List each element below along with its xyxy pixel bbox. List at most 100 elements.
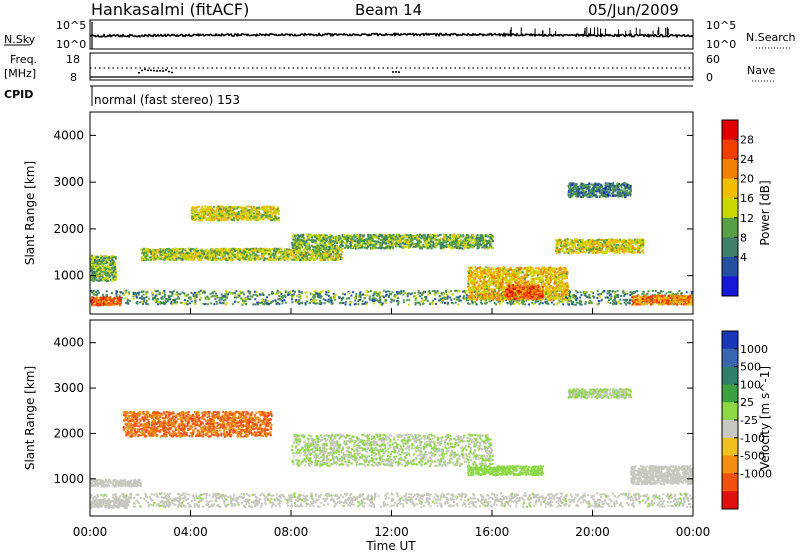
scatter-cell	[115, 257, 117, 259]
scatter-cell	[186, 252, 188, 254]
scatter-cell	[247, 296, 249, 298]
scatter-cell	[120, 300, 122, 302]
scatter-cell	[223, 302, 225, 304]
scatter-cell	[445, 244, 447, 246]
scatter-cell	[142, 252, 144, 254]
scatter-cell	[284, 251, 286, 253]
scatter-cell	[195, 211, 197, 213]
scatter-cell	[243, 216, 245, 218]
scatter-cell	[265, 215, 267, 217]
scatter-cell	[434, 294, 436, 296]
scatter-cell	[102, 278, 104, 280]
scatter-cell	[442, 300, 444, 302]
scatter-cell	[454, 246, 456, 248]
scatter-cell	[125, 302, 127, 304]
scatter-cell	[240, 215, 242, 217]
scatter-cell	[417, 245, 419, 247]
scatter-cell	[174, 301, 176, 303]
scatter-cell	[586, 296, 588, 298]
scatter-cell	[199, 209, 201, 211]
scatter-cell	[170, 302, 172, 304]
scatter-cell	[222, 206, 224, 208]
scatter-cell	[321, 247, 323, 249]
scatter-cell	[180, 302, 182, 304]
scatter-cell	[408, 299, 410, 301]
scatter-cell	[237, 207, 239, 209]
scatter-cell	[332, 246, 334, 248]
scatter-cell	[152, 258, 154, 260]
scatter-cell	[234, 297, 236, 299]
scatter-cell	[445, 290, 447, 292]
scatter-cell	[133, 298, 135, 300]
scatter-cell	[325, 252, 327, 254]
scatter-cell	[195, 215, 197, 217]
scatter-cell	[96, 299, 98, 301]
scatter-cell	[164, 296, 166, 298]
scatter-cell	[516, 301, 518, 303]
scatter-cell	[194, 259, 196, 261]
scatter-cell	[344, 247, 346, 249]
scatter-cell	[139, 301, 141, 303]
scatter-cell	[234, 256, 236, 258]
scatter-cell	[113, 298, 115, 300]
scatter-cell	[468, 241, 470, 243]
scatter-cell	[452, 247, 454, 249]
scatter-cell	[237, 219, 239, 221]
scatter-cell	[181, 259, 183, 261]
scatter-cell	[300, 259, 302, 261]
scatter-cell	[182, 248, 184, 250]
scatter-cell	[286, 248, 288, 250]
scatter-cell	[224, 249, 226, 251]
scatter-cell	[136, 296, 138, 298]
scatter-cell	[239, 290, 241, 292]
scatter-cell	[276, 218, 278, 220]
scatter-cell	[678, 290, 680, 292]
scatter-cell	[162, 292, 164, 294]
scatter-cell	[332, 251, 334, 253]
scatter-cell	[204, 215, 206, 217]
scatter-cell	[324, 259, 326, 261]
scatter-cell	[421, 300, 423, 302]
scatter-cell	[234, 294, 236, 296]
scatter-cell	[269, 259, 271, 261]
scatter-cell	[146, 291, 148, 293]
scatter-cell	[268, 250, 270, 252]
scatter-cell	[238, 216, 240, 218]
scatter-cell	[579, 301, 581, 303]
scatter-cell	[274, 253, 276, 255]
scatter-cell	[349, 304, 351, 306]
scatter-cell	[255, 210, 257, 212]
scatter-cell	[454, 298, 456, 300]
scatter-cell	[210, 302, 212, 304]
scatter-cell	[257, 257, 259, 259]
scatter-cell	[171, 293, 173, 295]
scatter-cell	[296, 255, 298, 257]
scatter-cell	[257, 302, 259, 304]
scatter-cell	[403, 301, 405, 303]
scatter-cell	[271, 254, 273, 256]
scatter-cell	[197, 206, 199, 208]
scatter-cell	[471, 301, 473, 303]
scatter-cell	[338, 297, 340, 299]
scatter-cell	[183, 292, 185, 294]
scatter-cell	[236, 258, 238, 260]
scatter-cell	[105, 294, 107, 296]
scatter-cell	[275, 255, 277, 257]
scatter-cell	[253, 258, 255, 260]
scatter-cell	[354, 299, 356, 301]
scatter-cell	[107, 297, 109, 299]
scatter-cell	[626, 299, 628, 301]
scatter-cell	[316, 242, 318, 244]
scatter-cell	[125, 290, 127, 292]
scatter-cell	[565, 297, 567, 299]
scatter-cell	[167, 300, 169, 302]
scatter-cell	[340, 253, 342, 255]
scatter-cell	[160, 258, 162, 260]
scatter-cell	[681, 292, 683, 294]
powData-region-3	[140, 248, 343, 262]
scatter-cell	[110, 263, 112, 265]
scatter-cell	[311, 255, 313, 257]
scatter-cell	[217, 208, 219, 210]
scatter-cell	[348, 292, 350, 294]
freq-panel-frame	[90, 53, 693, 80]
